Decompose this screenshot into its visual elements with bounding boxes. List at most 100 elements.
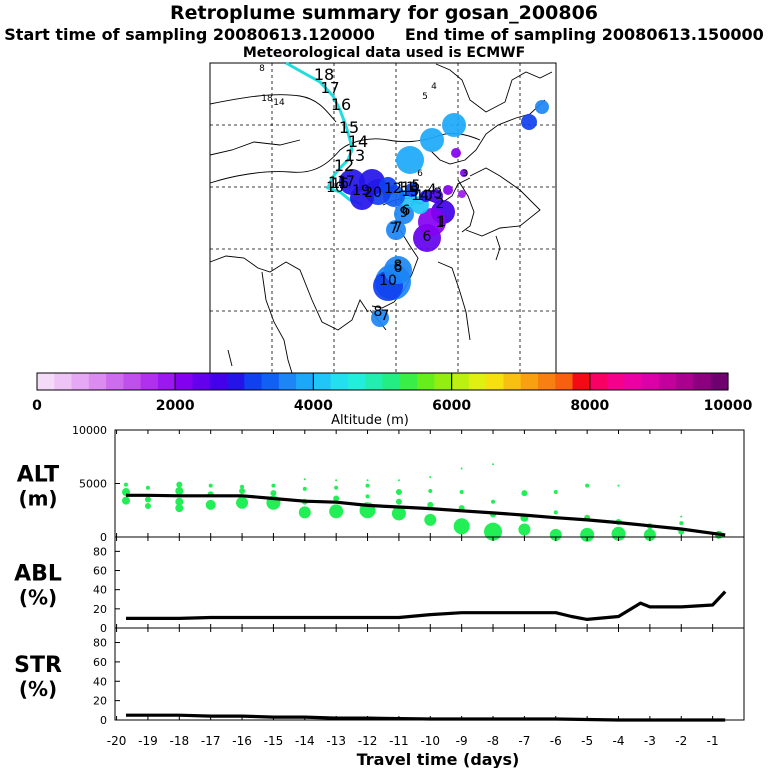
plume-day-label: 1 (438, 214, 447, 230)
plume-cluster (396, 146, 424, 174)
alt-scatter-point (175, 504, 184, 513)
alt-scatter-point (424, 513, 437, 526)
plume-day-label: 5 (412, 178, 421, 194)
track-day-label: 14 (273, 98, 285, 108)
y-tick-label: 60 (93, 565, 107, 578)
alt-scatter-point (240, 484, 245, 489)
alt-scatter-point (175, 497, 184, 506)
plume-day-label: 6 (402, 203, 411, 219)
colorbar-swatch (451, 373, 470, 390)
alt-scatter-point (460, 467, 463, 470)
colorbar-swatch (503, 373, 522, 390)
y-tick-label: 80 (93, 637, 107, 650)
alt-scatter-point (643, 528, 656, 541)
y-tick-label: 80 (93, 545, 107, 558)
alt-scatter-point (335, 479, 338, 482)
colorbar-swatch (537, 373, 556, 390)
colorbar-swatch (624, 373, 643, 390)
track-day-label: 3 (462, 169, 468, 179)
colorbar-swatch (192, 373, 211, 390)
alt-scatter-point (302, 486, 307, 491)
colorbar-swatch (261, 373, 280, 390)
y-axis-unit: (%) (19, 586, 57, 610)
y-tick-label: 20 (93, 603, 107, 616)
plume-cluster (429, 189, 443, 203)
plume-day-label: 19 (352, 183, 370, 199)
alt-scatter-point (366, 479, 369, 482)
plume-cluster (394, 204, 414, 224)
alt-scatter-point (617, 484, 620, 487)
alt-scatter-point (427, 501, 434, 508)
plume-day-label: 10 (379, 273, 397, 289)
plume-day-label: 1 (436, 215, 445, 231)
alt-scatter-point (239, 487, 246, 494)
plume-day-label: 17 (337, 174, 355, 190)
plume-cluster (339, 169, 365, 195)
colorbar-swatch (399, 373, 418, 390)
track-day-label: 15 (339, 118, 359, 137)
y-tick-label: 0 (100, 714, 107, 727)
y-tick-label: 10000 (72, 424, 107, 437)
colorbar-label: Altitude (m) (331, 413, 409, 428)
plume-cluster (371, 309, 389, 327)
time-series-panels: 0500010000ALT(m)020406080ABL(%)020406080… (14, 424, 745, 768)
panel-alt: 0 5000 10000 ALT(m) (17, 424, 745, 544)
colorbar-swatch (417, 373, 435, 390)
track-day-label: 18 (314, 65, 334, 84)
alt-scatter-point (365, 494, 370, 499)
alt-scatter-point (521, 490, 528, 497)
alt-scatter-point (333, 495, 340, 502)
y-tick-label: 0 (100, 531, 107, 544)
colorbar-swatch (365, 373, 384, 390)
x-tick-label: -5 (581, 734, 593, 748)
track-day-label: 6 (417, 169, 423, 179)
panel-str: 0 20 40 60 80 STR(%) (14, 627, 745, 727)
colorbar-tick-label: 0 (32, 398, 42, 414)
colorbar-swatch (313, 373, 332, 390)
plume-cluster (386, 220, 406, 240)
plume-day-label: 7 (381, 308, 390, 324)
panel-frame (114, 627, 745, 721)
plume-day-label: 2 (436, 196, 445, 212)
alt-scatter-point (123, 482, 128, 487)
colorbar-swatch (347, 373, 366, 390)
y-axis-unit: (m) (18, 487, 57, 511)
alt-scatter-point (175, 486, 184, 495)
colorbar-swatch (244, 373, 263, 390)
abl-series-line (126, 590, 727, 622)
alt-scatter-point (271, 483, 276, 488)
colorbar-swatch (607, 373, 625, 390)
track-day-label: 14 (348, 132, 368, 151)
plume-cluster (460, 169, 468, 177)
y-tick-label: 60 (93, 656, 107, 669)
x-tick-label: -3 (644, 734, 656, 748)
alt-scatter-point (492, 463, 495, 466)
alt-scatter-point (365, 483, 370, 488)
colorbar-swatch (710, 373, 729, 390)
x-tick-label: -4 (613, 734, 625, 748)
track-day-label: 16 (331, 95, 351, 114)
alt-scatter-point (145, 485, 150, 490)
x-tick-label: -9 (456, 734, 468, 748)
track-day-label: 10 (326, 180, 344, 196)
alt-series-line (126, 493, 726, 537)
alt-scatter-point (585, 483, 590, 488)
alt-scatter-point (236, 496, 249, 509)
colorbar-swatch (296, 373, 314, 390)
colorbar-swatch (123, 373, 142, 390)
plume-day-label: 9 (400, 205, 409, 221)
x-tick-label: -7 (518, 734, 530, 748)
alt-scatter-point (395, 489, 402, 496)
colorbar-swatch (486, 373, 505, 390)
colorbar-tick-label: 8000 (570, 398, 609, 414)
x-tick-label: -19 (138, 734, 158, 748)
colorbar-swatch (641, 373, 660, 390)
x-tick-label: -16 (232, 734, 252, 748)
alt-scatter-point (553, 510, 558, 515)
alt-scatter-point (144, 502, 151, 509)
alt-scatter-point (176, 481, 183, 488)
y-axis-label: STR (14, 653, 62, 678)
x-tick-label: -11 (389, 734, 409, 748)
end-time-label: End time of sampling 20080613.150000 (404, 25, 764, 44)
x-tick-label: -10 (420, 734, 440, 748)
